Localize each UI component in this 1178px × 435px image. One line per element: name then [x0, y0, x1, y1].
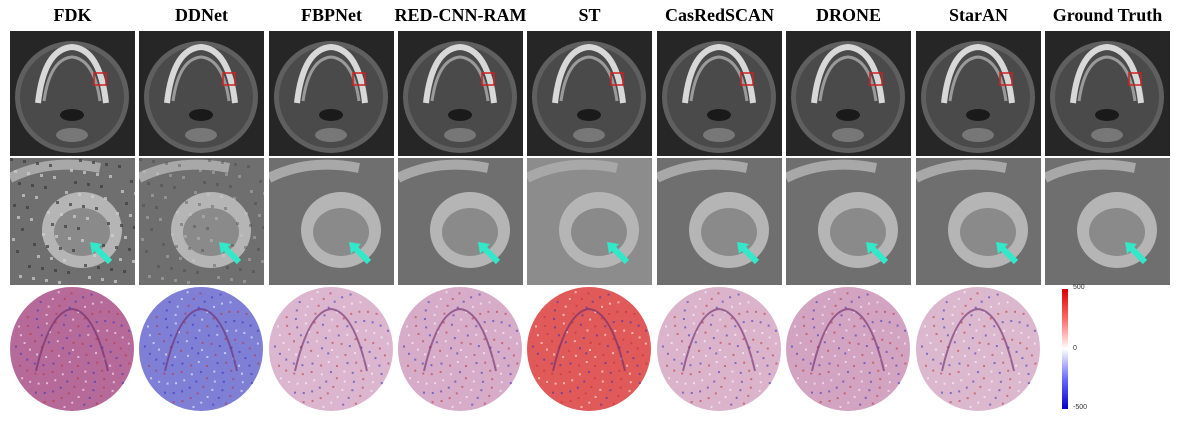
arrow-icon: [1125, 242, 1148, 265]
zoomed-roi-image: [786, 158, 911, 285]
difference-map-image: [269, 285, 394, 415]
ct-slice-image: [527, 31, 652, 156]
colorbar-mid-label: 0: [1073, 345, 1077, 352]
difference-map-image: [10, 285, 135, 415]
colorbar-min-label: -500: [1073, 404, 1088, 411]
ct-slice-image: [657, 31, 782, 156]
arrow-icon: [219, 242, 242, 265]
method-title: Ground Truth: [1052, 5, 1163, 25]
method-column: RED-CNN-RAM: [395, 0, 526, 435]
zoomed-roi-image: [269, 158, 394, 285]
arrow-icon: [607, 242, 630, 265]
ct-slice-image: [786, 31, 911, 156]
method-column: CasRedSCAN: [657, 0, 782, 435]
method-column: ST: [527, 0, 652, 435]
method-column: Ground Truth: [1045, 0, 1170, 435]
ct-slice-image: [10, 31, 135, 156]
method-title: CasRedSCAN: [664, 5, 774, 25]
difference-map-image: [786, 285, 911, 415]
arrow-icon: [996, 242, 1019, 265]
method-title: StarAN: [949, 5, 1008, 25]
ct-slice-image: [269, 31, 394, 156]
ct-slice-image: [139, 31, 264, 156]
method-column: DRONE: [786, 0, 911, 435]
arrow-icon: [90, 242, 113, 265]
difference-map-image: [398, 285, 523, 415]
method-title: FBPNet: [301, 5, 362, 25]
arrow-icon: [866, 242, 889, 265]
arrow-icon: [349, 242, 372, 265]
difference-map-image: [657, 285, 782, 415]
difference-map-image: [527, 285, 652, 415]
method-title: FDK: [53, 5, 92, 25]
method-column: FBPNet: [269, 0, 394, 435]
method-column: DDNet: [139, 0, 264, 435]
method-column: StarAN: [916, 0, 1041, 435]
zoomed-roi-image: [1045, 158, 1170, 285]
method-title: DRONE: [815, 5, 881, 25]
method-title: RED-CNN-RAM: [394, 5, 527, 25]
difference-map-image: [139, 285, 264, 415]
arrow-icon: [737, 242, 760, 265]
zoomed-roi-image: [527, 158, 652, 285]
zoomed-roi-image: [398, 158, 523, 285]
method-column: FDK: [10, 0, 135, 435]
difference-map-image: [916, 285, 1041, 415]
colorbar-max-label: 500: [1073, 284, 1085, 291]
zoomed-roi-image: [10, 158, 135, 285]
arrow-icon: [478, 242, 501, 265]
zoomed-roi-image: [657, 158, 782, 285]
ct-slice-image: [1045, 31, 1170, 156]
method-title: DDNet: [175, 5, 228, 25]
zoomed-roi-image: [916, 158, 1041, 285]
colorbar: [1062, 289, 1068, 409]
ct-slice-image: [916, 31, 1041, 156]
zoomed-roi-image: [139, 158, 264, 285]
ct-slice-image: [398, 31, 523, 156]
method-title: ST: [578, 5, 601, 25]
